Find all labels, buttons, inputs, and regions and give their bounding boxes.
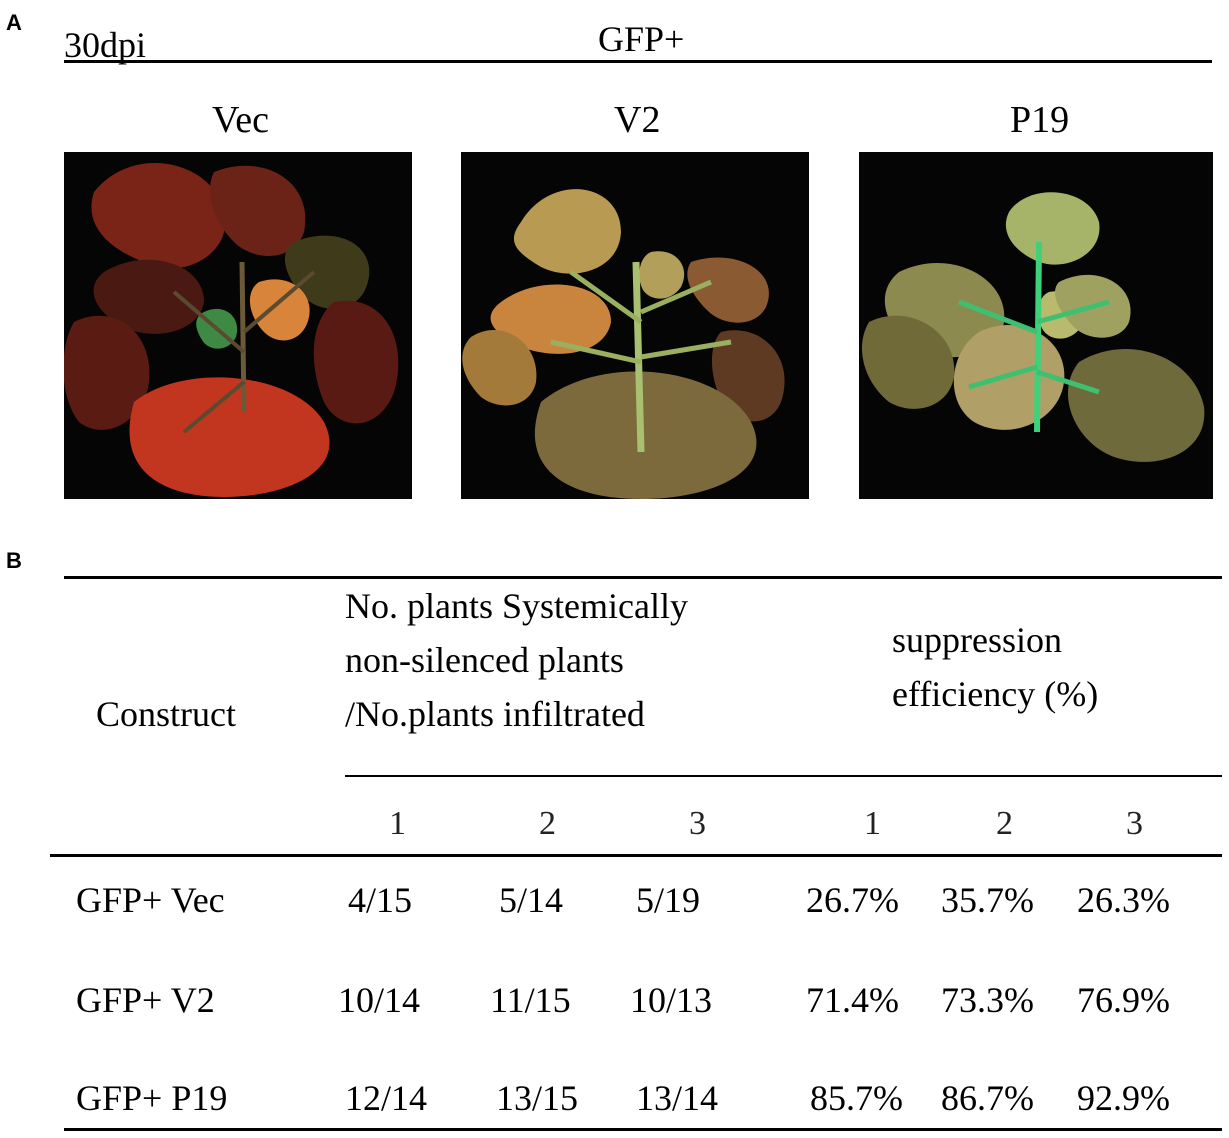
header-count-line1: No. plants Systemically xyxy=(345,586,688,626)
plant-drawing-vec xyxy=(64,152,412,499)
header-sub-rule xyxy=(345,775,1222,777)
header-bottom-rule xyxy=(50,854,1222,857)
table-bottom-rule xyxy=(64,1128,1222,1131)
row-v2-count-2: 11/15 xyxy=(490,980,571,1020)
replicate-count-1: 1 xyxy=(389,805,406,842)
row-vec-eff-3: 26.3% xyxy=(1077,880,1170,920)
row-v2-eff-1: 71.4% xyxy=(806,980,899,1020)
timepoint-label: 30dpi xyxy=(64,25,147,65)
panel-b-letter: B xyxy=(6,548,22,573)
photo-label-p19: P19 xyxy=(1010,99,1070,141)
row-vec-count-3: 5/19 xyxy=(636,880,701,920)
plant-photo-vec xyxy=(64,152,412,499)
plant-photo-p19 xyxy=(859,152,1213,499)
plant-photo-v2 xyxy=(461,152,809,499)
replicate-count-3: 3 xyxy=(689,805,706,842)
replicate-eff-2: 2 xyxy=(996,805,1013,842)
table-top-rule xyxy=(64,576,1222,579)
row-vec-count-2: 5/14 xyxy=(499,880,564,920)
plant-drawing-p19 xyxy=(859,152,1213,499)
row-p19-eff-2: 86.7% xyxy=(941,1078,1034,1118)
panel-a-rule xyxy=(64,60,1212,63)
header-eff-line2: efficiency (%) xyxy=(892,674,1099,714)
row-p19-construct: GFP+ P19 xyxy=(76,1078,228,1118)
photo-label-vec: Vec xyxy=(212,99,269,141)
plant-drawing-v2 xyxy=(461,152,809,499)
row-p19-count-1: 12/14 xyxy=(345,1078,428,1118)
row-p19-eff-1: 85.7% xyxy=(810,1078,903,1118)
header-count-line3: /No.plants infiltrated xyxy=(345,694,645,734)
header-construct: Construct xyxy=(96,694,236,734)
row-v2-construct: GFP+ V2 xyxy=(76,980,215,1020)
replicate-eff-3: 3 xyxy=(1126,805,1143,842)
row-v2-eff-3: 76.9% xyxy=(1077,980,1170,1020)
row-p19-count-2: 13/15 xyxy=(496,1078,579,1118)
header-count-line2: non-silenced plants xyxy=(345,640,624,680)
row-vec-eff-2: 35.7% xyxy=(941,880,1034,920)
replicate-count-2: 2 xyxy=(539,805,556,842)
row-v2-count-3: 10/13 xyxy=(630,980,713,1020)
row-vec-count-1: 4/15 xyxy=(348,880,413,920)
row-v2-count-1: 10/14 xyxy=(338,980,421,1020)
row-p19-eff-3: 92.9% xyxy=(1077,1078,1170,1118)
group-label: GFP+ xyxy=(598,19,685,59)
panel-a-letter: A xyxy=(6,10,22,35)
photo-label-v2: V2 xyxy=(614,99,661,141)
replicate-eff-1: 1 xyxy=(864,805,881,842)
row-vec-construct: GFP+ Vec xyxy=(76,880,225,920)
header-eff-line1: suppression xyxy=(892,620,1062,660)
row-v2-eff-2: 73.3% xyxy=(941,980,1034,1020)
row-vec-eff-1: 26.7% xyxy=(806,880,899,920)
row-p19-count-3: 13/14 xyxy=(636,1078,719,1118)
